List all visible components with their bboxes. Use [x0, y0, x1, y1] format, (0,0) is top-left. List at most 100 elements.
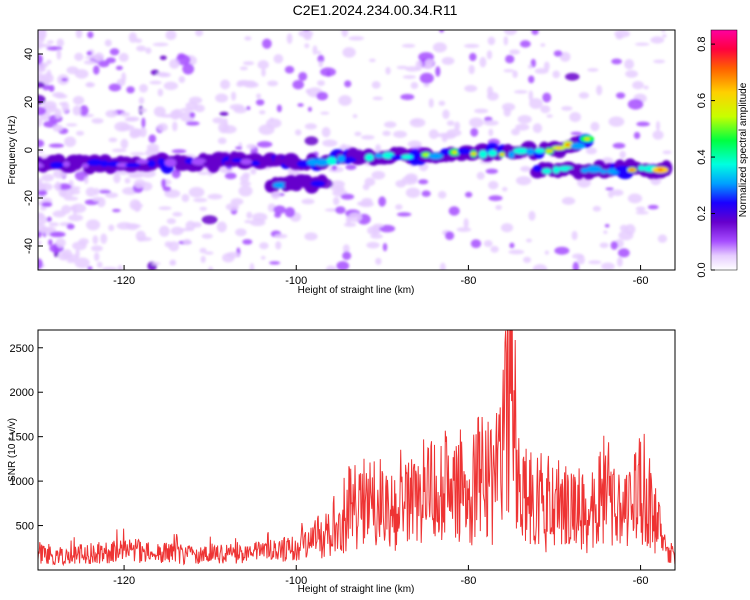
noise-blob — [436, 132, 452, 138]
noise-blob — [565, 72, 580, 81]
noise-blob — [38, 106, 47, 116]
noise-blob — [151, 262, 161, 266]
noise-blob — [41, 173, 54, 182]
snr-y-axis-title: SNR (10 * v/v) — [7, 418, 18, 482]
colorbar-tick-label: 0.6 — [696, 93, 708, 108]
noise-blob — [133, 179, 146, 189]
ridge-core — [508, 151, 515, 159]
noise-blob — [527, 64, 533, 69]
noise-blob — [208, 266, 214, 270]
noise-blob — [530, 58, 536, 68]
noise-blob — [112, 148, 127, 153]
noise-blob — [46, 216, 52, 222]
noise-blob — [161, 178, 166, 189]
noise-blob — [512, 70, 518, 78]
noise-blob — [490, 245, 499, 253]
ridge-core — [191, 158, 207, 166]
noise-blob — [540, 43, 546, 47]
noise-blob — [249, 262, 255, 270]
noise-blob — [370, 233, 383, 239]
noise-blob — [393, 130, 407, 138]
noise-blob — [270, 189, 281, 200]
noise-blob — [121, 72, 127, 83]
snr-y-tick-label: 500 — [16, 521, 34, 533]
noise-blob — [164, 189, 181, 198]
noise-blob — [662, 34, 667, 38]
noise-blob — [368, 58, 376, 63]
noise-blob — [180, 107, 195, 112]
noise-blob — [486, 50, 493, 60]
spectrogram-y-tick-label: 40 — [23, 48, 35, 60]
noise-blob — [194, 104, 205, 113]
snr-y-tick-label: 1500 — [10, 432, 34, 444]
colorbar-tick-label: 0.0 — [696, 262, 708, 277]
noise-blob — [341, 143, 347, 151]
noise-blob — [257, 60, 269, 70]
noise-blob — [141, 117, 146, 129]
noise-blob — [159, 55, 167, 61]
noise-blob — [172, 108, 184, 119]
noise-blob — [274, 233, 288, 239]
noise-blob — [172, 212, 183, 217]
noise-blob — [304, 123, 317, 130]
noise-blob — [525, 238, 533, 243]
noise-blob — [636, 121, 650, 127]
noise-blob — [55, 238, 66, 248]
noise-blob — [74, 257, 90, 269]
noise-blob — [68, 214, 84, 222]
noise-blob — [385, 66, 391, 75]
ridge-core — [240, 158, 253, 165]
noise-blob — [348, 212, 362, 223]
noise-blob — [38, 116, 43, 128]
noise-blob — [611, 58, 623, 65]
spectrogram-x-tick-label: -80 — [460, 275, 476, 287]
noise-blob — [635, 206, 646, 212]
noise-blob — [71, 203, 87, 214]
noise-blob — [91, 245, 103, 252]
noise-blob — [48, 239, 53, 246]
noise-blob — [343, 222, 357, 227]
noise-blob — [120, 112, 131, 117]
noise-blob — [307, 106, 312, 112]
spectrogram-y-ticks: -40 -20 0 20 40 — [23, 48, 43, 254]
noise-blob — [177, 53, 186, 59]
colorbar-tick-label: 0.2 — [696, 206, 708, 221]
noise-blob — [244, 80, 257, 88]
snr-frame — [37, 329, 676, 571]
noise-blob — [38, 45, 43, 50]
ridge-peak — [498, 153, 506, 156]
noise-blob — [274, 212, 282, 218]
noise-blob — [325, 265, 337, 270]
noise-blob — [98, 190, 112, 194]
noise-blob — [330, 180, 345, 189]
noise-blob — [169, 58, 180, 69]
noise-blob — [476, 171, 485, 180]
noise-blob — [72, 95, 85, 105]
noise-blob — [139, 108, 148, 113]
noise-blob — [561, 106, 573, 111]
noise-blob — [415, 60, 423, 71]
noise-blob — [395, 204, 403, 210]
noise-blob — [225, 203, 240, 211]
ridge-core — [296, 160, 310, 168]
noise-blob — [292, 79, 305, 90]
ridge-core — [599, 169, 608, 174]
ridge-core — [570, 142, 585, 150]
noise-blob — [105, 192, 119, 199]
spectrogram-heatmap — [38, 30, 673, 270]
noise-blob — [553, 50, 563, 57]
noise-blob — [41, 201, 53, 208]
ridge-core — [86, 159, 103, 166]
noise-blob — [163, 81, 179, 91]
noise-blob — [162, 186, 172, 192]
ridge-core — [272, 181, 288, 189]
noise-blob — [509, 242, 515, 249]
noise-blob — [317, 54, 325, 63]
noise-blob — [92, 196, 102, 202]
noise-blob — [207, 193, 223, 200]
noise-blob — [304, 136, 319, 146]
noise-blob — [544, 250, 549, 255]
noise-blob — [523, 256, 532, 264]
noise-blob — [217, 137, 227, 145]
noise-blob — [152, 42, 169, 47]
